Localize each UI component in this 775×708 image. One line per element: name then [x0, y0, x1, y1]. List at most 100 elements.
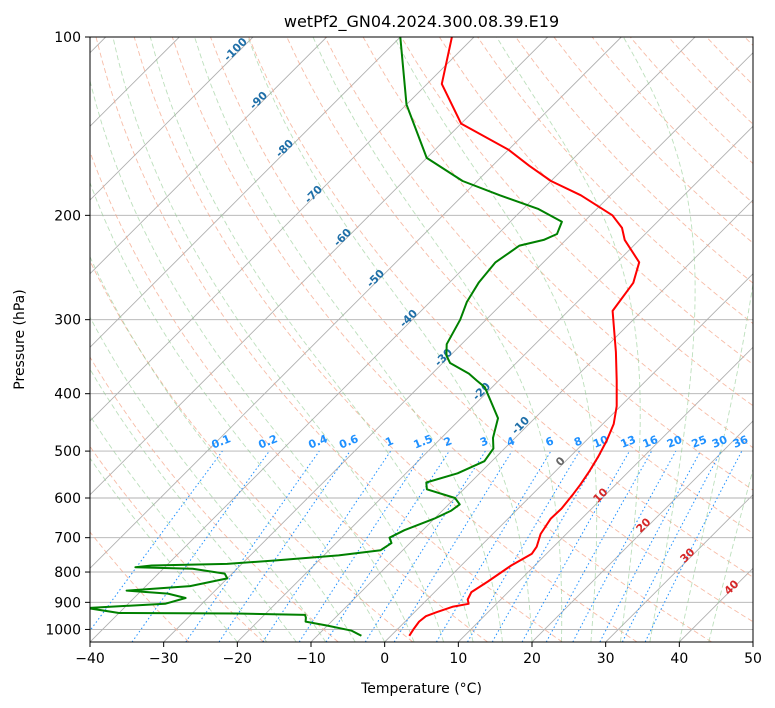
isotherm-line [384, 273, 753, 642]
mixing-ratio-line [185, 450, 320, 642]
x-tick-label: −20 [223, 651, 253, 667]
x-tick-label: −30 [149, 651, 179, 667]
dry-adiabat-line [400, 37, 753, 407]
isotherm-line [90, 37, 622, 569]
isotherm-line [90, 37, 401, 348]
moist-adiabat-line [90, 457, 238, 642]
dry-adiabat-line [248, 37, 753, 578]
moist-adiabat-line [149, 37, 474, 642]
dry-adiabat-line [133, 37, 638, 642]
dry-adiabat-label: -90 [247, 89, 270, 112]
mixing-ratio-line [644, 450, 743, 642]
mixing-ratio-label: 6 [544, 434, 556, 449]
y-tick-label: 1000 [45, 622, 81, 638]
dry-adiabat-line [90, 356, 339, 642]
isotherm-line [531, 420, 753, 642]
y-tick-label: 900 [54, 595, 81, 611]
dewpoint-profile-line [90, 37, 563, 637]
chart-title: wetPf2_GN04.2024.300.08.39.E19 [284, 12, 559, 32]
isotherm-line [457, 346, 753, 642]
dry-adiabat-label: -40 [397, 307, 420, 330]
moist-adiabat-label: 20 [634, 515, 654, 535]
x-tick-label: 30 [597, 651, 615, 667]
y-tick-label: 100 [54, 30, 81, 46]
moist-adiabat-label: 30 [678, 545, 698, 565]
isotherm-line [90, 37, 328, 275]
x-tick-label: 40 [670, 651, 688, 667]
background-grid [90, 37, 753, 642]
mixing-ratio-line [521, 450, 630, 642]
dry-adiabat-line [362, 37, 753, 449]
dry-adiabat-line [553, 37, 753, 244]
profile-lines [90, 37, 641, 637]
moist-adiabat-label: 40 [722, 577, 742, 597]
moist-adiabat-line [90, 78, 415, 642]
x-tick-label: −40 [75, 651, 105, 667]
mixing-ratio-line [298, 450, 425, 642]
temperature-profile-line [408, 37, 641, 637]
isotherm-line [605, 494, 753, 642]
mixing-ratio-label: 16 [641, 433, 660, 451]
y-tick-label: 700 [54, 531, 81, 547]
y-axis-label: Pressure (hPa) [12, 289, 28, 389]
dry-adiabat-label: -80 [273, 137, 296, 160]
isotherm-line [310, 199, 753, 642]
mixing-ratio-line [467, 450, 580, 642]
mixing-ratio-label: 20 [665, 433, 684, 451]
mixing-ratio-label: 0.4 [307, 432, 330, 451]
dry-adiabat-line [706, 37, 753, 86]
mixing-ratio-line [545, 450, 653, 642]
dry-adiabat-line [324, 37, 753, 491]
moist-adiabat-line [90, 181, 386, 642]
dry-adiabat-label: -60 [331, 226, 354, 249]
dry-adiabat-line [95, 37, 563, 642]
isotherm-line [90, 37, 549, 496]
y-tick-label: 800 [54, 565, 81, 581]
mixing-ratio-label: 13 [619, 433, 638, 451]
y-tick-label: 400 [54, 387, 81, 403]
mixing-ratio-label: 30 [710, 433, 729, 451]
dry-adiabat-line [439, 37, 753, 365]
moist-adiabat-line [678, 281, 753, 642]
dry-adiabat-line [210, 37, 753, 623]
moist-adiabat-line [112, 37, 445, 642]
mixing-ratio-line [393, 450, 513, 642]
x-tick-label: 50 [744, 651, 762, 667]
dry-adiabat-label: -50 [364, 267, 387, 290]
y-tick-label: 300 [54, 313, 81, 329]
moist-adiabat-line [708, 467, 753, 642]
dry-adiabat-line [90, 531, 190, 642]
mixing-ratio-label: 1 [383, 434, 395, 449]
isotherm-line [752, 641, 753, 642]
plot-frame [89, 36, 754, 643]
mixing-ratio-line [262, 450, 392, 642]
moist-adiabat-line [312, 37, 563, 642]
dry-adiabat-label: -10 [509, 414, 532, 437]
mixing-ratio-label: 10 [591, 433, 610, 451]
dry-adiabat-line [90, 150, 488, 642]
dry-adiabat-label: -70 [302, 183, 325, 206]
isotherm-line [90, 37, 475, 422]
dry-adiabat-line [90, 445, 264, 642]
dry-adiabat-line [515, 37, 753, 284]
mixing-ratio-line [621, 450, 722, 642]
mixing-ratio-label: 3 [478, 434, 490, 449]
dry-adiabat-line [90, 259, 414, 642]
dry-adiabat-line [744, 37, 753, 47]
isotherm-line [90, 37, 696, 642]
x-tick-label: −10 [296, 651, 326, 667]
moist-adiabat-line [496, 37, 641, 642]
mixing-ratio-label: 36 [731, 433, 750, 451]
dry-adiabat-label: -100 [221, 35, 250, 64]
mixing-ratio-line [90, 450, 223, 632]
x-axis-label: Temperature (°C) [360, 681, 482, 697]
moist-adiabat-line [393, 37, 598, 642]
moist-adiabat-line [90, 414, 268, 642]
x-tick-label: 10 [449, 651, 467, 667]
dry-adiabat-label: -30 [432, 346, 455, 369]
mixing-ratio-line [218, 450, 351, 642]
isotherm-line [90, 37, 254, 201]
isotherm-line [236, 125, 753, 642]
moist-adiabat-line [623, 37, 696, 642]
